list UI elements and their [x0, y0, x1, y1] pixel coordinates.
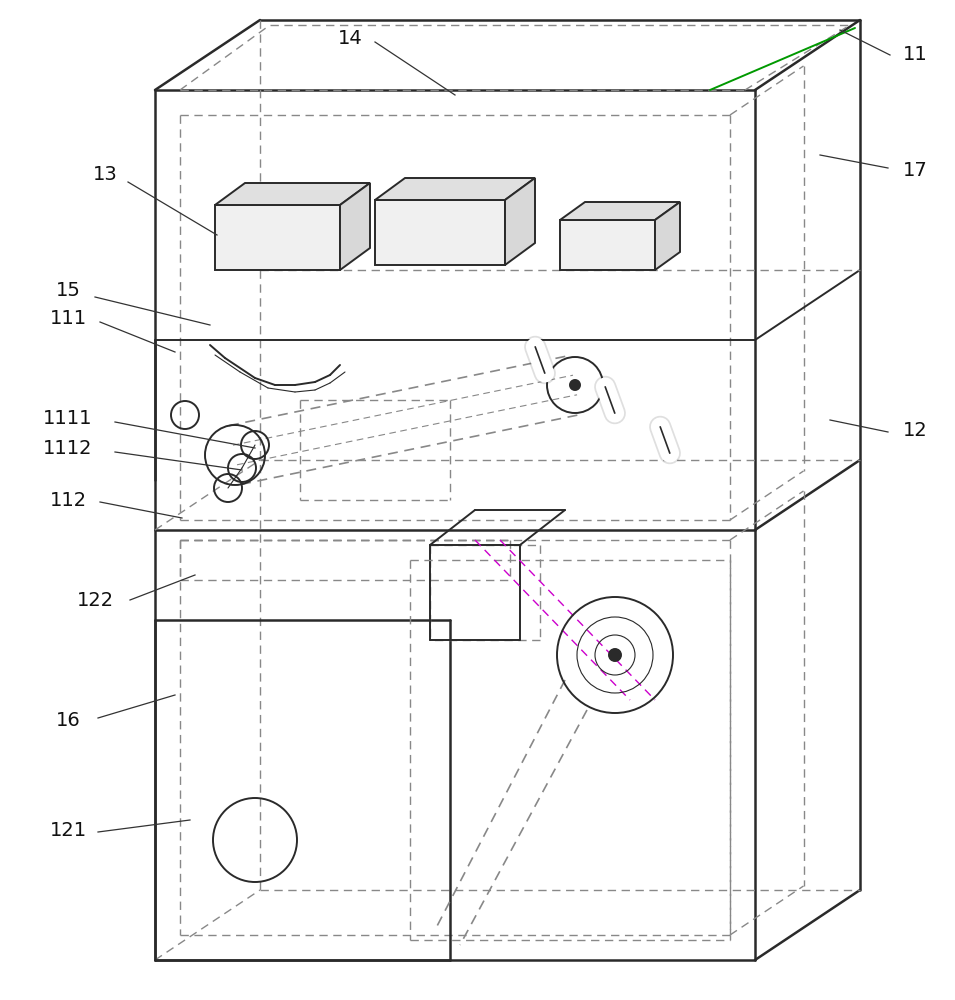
- Text: 122: 122: [76, 590, 114, 609]
- Circle shape: [609, 649, 621, 661]
- Text: 111: 111: [50, 308, 87, 328]
- Polygon shape: [340, 183, 370, 270]
- Circle shape: [570, 380, 580, 390]
- Text: 17: 17: [902, 160, 927, 180]
- Text: 11: 11: [902, 45, 927, 64]
- Polygon shape: [560, 202, 680, 220]
- Polygon shape: [215, 205, 340, 270]
- Polygon shape: [375, 200, 505, 265]
- Polygon shape: [215, 183, 370, 205]
- Polygon shape: [655, 202, 680, 270]
- Text: 12: 12: [902, 420, 927, 440]
- Text: 121: 121: [50, 820, 87, 840]
- Text: 1111: 1111: [43, 408, 93, 428]
- Text: 15: 15: [55, 280, 80, 300]
- Polygon shape: [505, 178, 535, 265]
- Polygon shape: [375, 178, 535, 200]
- Text: 112: 112: [50, 490, 87, 510]
- Text: 1112: 1112: [43, 438, 93, 458]
- Polygon shape: [560, 220, 655, 270]
- Text: 13: 13: [93, 165, 117, 184]
- Text: 16: 16: [55, 710, 80, 730]
- Text: 14: 14: [338, 28, 362, 47]
